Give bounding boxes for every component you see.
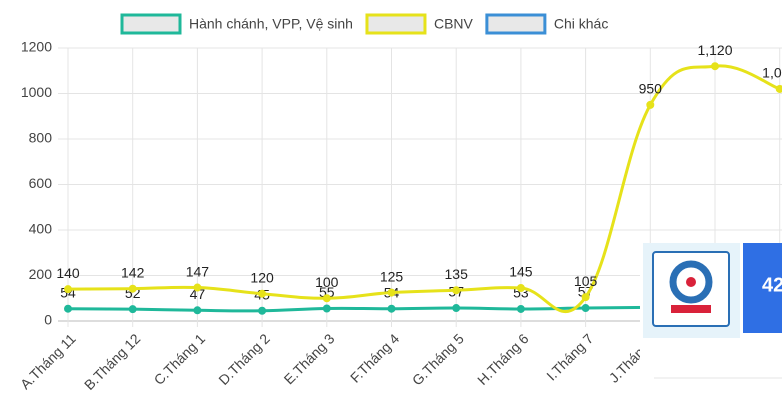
data-point xyxy=(387,304,396,313)
data-point xyxy=(516,304,525,313)
data-label: 140 xyxy=(56,265,80,281)
data-point xyxy=(452,304,461,313)
logo-ring xyxy=(669,260,713,304)
data-point xyxy=(64,304,72,313)
x-tick-label: G.Tháng 5 xyxy=(409,330,467,388)
data-label: 47 xyxy=(190,286,206,302)
legend-label: CBNV xyxy=(434,16,474,32)
x-tick-label: B.Tháng 12 xyxy=(81,330,144,393)
data-label: 120 xyxy=(250,269,274,285)
y-tick-label: 1000 xyxy=(21,84,52,100)
x-tick-label: D.Tháng 2 xyxy=(215,330,273,388)
legend-swatch xyxy=(120,13,182,35)
data-point xyxy=(581,293,590,302)
data-point xyxy=(516,284,525,293)
legend-swatch xyxy=(365,13,427,35)
data-point xyxy=(193,283,202,292)
x-tick-label: E.Tháng 3 xyxy=(281,330,338,387)
data-label: 125 xyxy=(380,268,404,284)
logo-dot xyxy=(686,277,696,287)
data-label: 135 xyxy=(445,266,469,282)
data-point xyxy=(322,304,331,313)
data-point xyxy=(581,304,590,313)
data-point xyxy=(128,284,137,293)
data-point xyxy=(193,306,202,315)
data-label: 147 xyxy=(186,263,210,279)
data-label: 105 xyxy=(574,273,598,289)
y-tick-label: 200 xyxy=(29,266,53,282)
logo-band xyxy=(671,305,711,313)
data-point xyxy=(387,288,396,297)
data-label: 142 xyxy=(121,264,145,280)
data-point xyxy=(322,294,331,303)
data-point xyxy=(646,100,655,109)
data-label: 100 xyxy=(315,274,339,290)
y-tick-label: 400 xyxy=(29,221,53,237)
data-point xyxy=(452,286,461,295)
legend-swatch xyxy=(485,13,547,35)
data-label: 145 xyxy=(509,264,533,280)
x-tick-label: I.Tháng 7 xyxy=(543,330,596,383)
data-point xyxy=(64,285,72,294)
data-point xyxy=(711,62,719,71)
data-label: 1,020 xyxy=(762,65,782,81)
data-label: 1,120 xyxy=(697,42,732,58)
x-tick-label: F.Tháng 4 xyxy=(347,330,402,385)
y-tick-label: 1200 xyxy=(21,39,52,55)
y-tick-label: 600 xyxy=(29,175,53,191)
data-label: 55 xyxy=(319,284,335,300)
x-tick-label: H.Tháng 6 xyxy=(474,330,532,388)
data-point xyxy=(775,84,782,93)
stat-count: 42 xyxy=(762,274,782,296)
legend-label: Hành chánh, VPP, Vệ sinh xyxy=(189,16,353,32)
data-point xyxy=(128,305,137,314)
x-tick-label: C.Tháng 1 xyxy=(151,330,209,388)
data-point xyxy=(258,289,267,298)
data-point xyxy=(258,306,267,315)
y-tick-label: 0 xyxy=(44,312,52,328)
legend-label: Chi khác xyxy=(554,16,608,32)
stat-card xyxy=(743,243,782,333)
x-tick-label: A.Tháng 11 xyxy=(17,330,79,392)
data-label: 950 xyxy=(639,81,663,97)
y-tick-label: 800 xyxy=(29,130,53,146)
